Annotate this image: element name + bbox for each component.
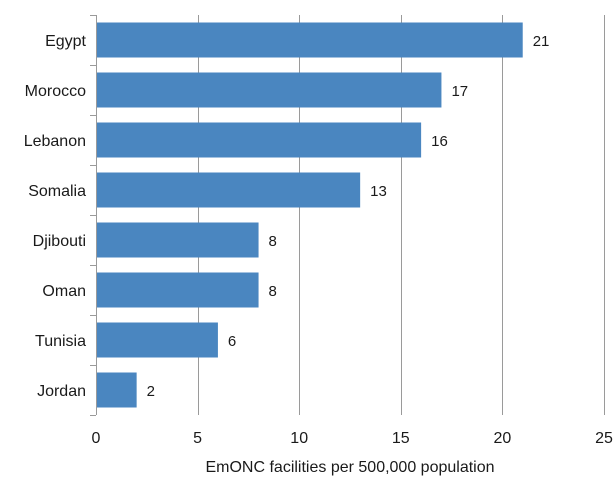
x-tick-label: 10	[290, 430, 308, 447]
bar	[97, 22, 523, 58]
value-label: 21	[533, 33, 550, 50]
x-axis-title: EmONC facilities per 500,000 population	[205, 459, 494, 476]
value-label: 16	[431, 133, 448, 150]
x-tick-label: 15	[392, 430, 410, 447]
category-label: Jordan	[37, 383, 86, 400]
category-label: Morocco	[25, 83, 86, 100]
category-label: Oman	[42, 283, 86, 300]
category-label: Egypt	[45, 33, 86, 50]
bar	[97, 322, 218, 358]
value-label: 13	[370, 183, 387, 200]
value-label: 8	[269, 283, 277, 300]
bar	[97, 222, 259, 258]
x-tick-label: 25	[595, 430, 613, 447]
bar	[97, 172, 361, 208]
x-tick-label: 20	[494, 430, 512, 447]
bar	[97, 272, 259, 308]
x-tick-label: 5	[193, 430, 202, 447]
bar	[97, 72, 442, 108]
value-label: 6	[228, 333, 236, 350]
category-label: Tunisia	[35, 333, 86, 350]
label-layer: 0 5 10 15 20 25 Egypt 21 Morocco 17 Lebanon 16 Somal…	[24, 33, 613, 447]
category-label: Djibouti	[33, 233, 86, 250]
bar	[97, 372, 137, 408]
value-label: 2	[147, 383, 155, 400]
value-label: 8	[269, 233, 277, 250]
bar	[97, 122, 422, 158]
category-label: Lebanon	[24, 133, 86, 150]
x-tick-label: 0	[92, 430, 101, 447]
bar-layer	[97, 22, 523, 408]
value-label: 17	[451, 83, 468, 100]
category-label: Somalia	[28, 183, 86, 200]
